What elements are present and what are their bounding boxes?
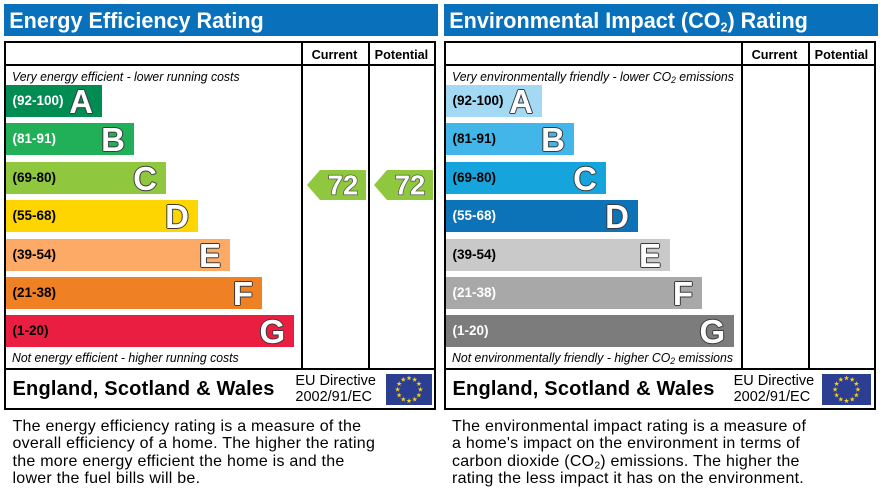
svg-text:72: 72 bbox=[327, 170, 358, 200]
svg-text:72: 72 bbox=[395, 170, 426, 200]
